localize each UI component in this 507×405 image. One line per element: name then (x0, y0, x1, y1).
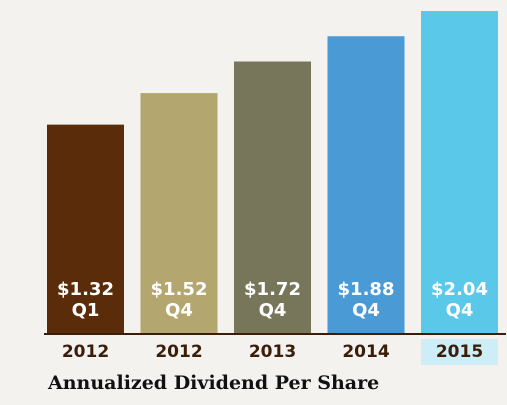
x-tick-label: 2014 (342, 342, 389, 362)
quarter-label: Q4 (352, 300, 380, 321)
value-label: $1.88 (338, 279, 395, 300)
x-tick-label: 2015 (436, 342, 483, 362)
highlight (421, 339, 498, 365)
bar (327, 36, 405, 333)
bar (140, 93, 218, 333)
quarter-label: Q4 (446, 300, 474, 321)
quarter-label: Q1 (72, 300, 100, 321)
bar (47, 124, 124, 333)
chart-title: Annualized Dividend Per Share (47, 372, 379, 394)
quarter-label: Q4 (259, 300, 287, 321)
value-label: $2.04 (431, 279, 488, 300)
quarter-label: Q4 (165, 300, 193, 321)
bar (234, 61, 311, 334)
x-tick-label: 2012 (62, 342, 109, 362)
bar (421, 11, 498, 333)
x-tick-label: 2013 (249, 342, 296, 362)
value-label: $1.52 (151, 279, 208, 300)
value-label: $1.72 (244, 279, 301, 300)
value-label: $1.32 (57, 279, 114, 300)
x-tick-label: 2012 (155, 342, 202, 362)
